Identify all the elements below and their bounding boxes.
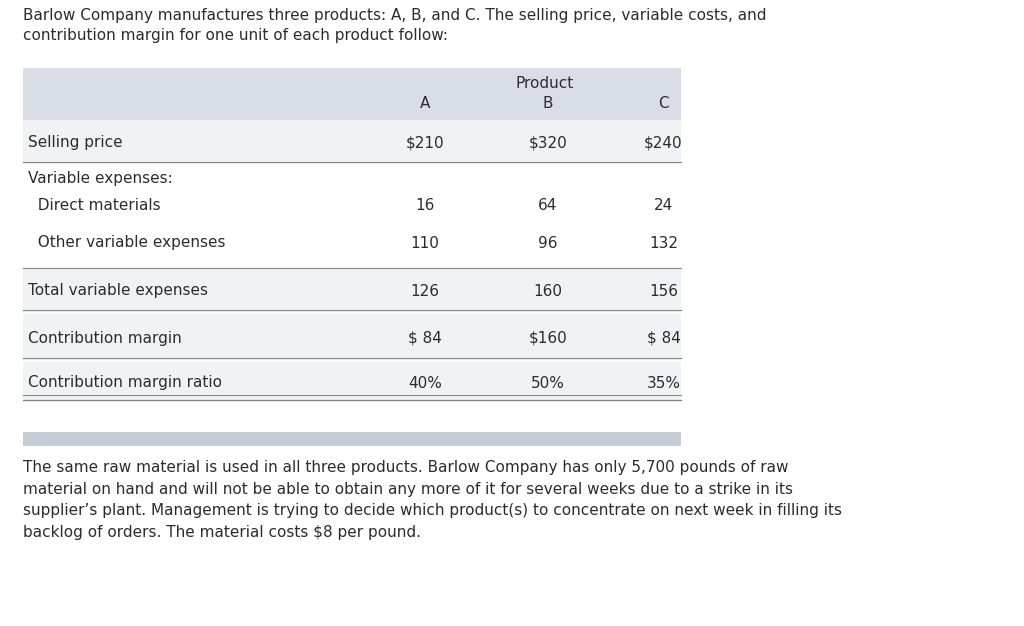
- Text: 126: 126: [411, 284, 439, 299]
- Text: 24: 24: [654, 197, 673, 212]
- Text: 16: 16: [416, 197, 434, 212]
- Text: $ 84: $ 84: [646, 331, 681, 346]
- Text: 160: 160: [534, 284, 562, 299]
- Text: $160: $160: [528, 331, 567, 346]
- Text: 156: 156: [649, 284, 678, 299]
- Text: Contribution margin: Contribution margin: [28, 331, 181, 346]
- Text: 35%: 35%: [646, 376, 681, 391]
- Text: $320: $320: [528, 135, 567, 150]
- Text: 50%: 50%: [530, 376, 565, 391]
- Text: C: C: [658, 96, 669, 111]
- Text: $ 84: $ 84: [408, 331, 442, 346]
- Text: 110: 110: [411, 235, 439, 250]
- Text: Barlow Company manufactures three products: A, B, and C. The selling price, vari: Barlow Company manufactures three produc…: [23, 8, 766, 43]
- Text: $210: $210: [406, 135, 444, 150]
- Text: 40%: 40%: [408, 376, 442, 391]
- Text: Selling price: Selling price: [28, 135, 122, 150]
- Text: $240: $240: [644, 135, 683, 150]
- Text: Contribution margin ratio: Contribution margin ratio: [28, 376, 221, 391]
- Text: Other variable expenses: Other variable expenses: [28, 235, 225, 250]
- Text: 64: 64: [539, 197, 557, 212]
- Text: 132: 132: [649, 235, 678, 250]
- Text: Product: Product: [515, 76, 573, 91]
- Text: Direct materials: Direct materials: [28, 197, 161, 212]
- Text: The same raw material is used in all three products. Barlow Company has only 5,7: The same raw material is used in all thr…: [23, 460, 842, 540]
- Text: B: B: [543, 96, 553, 111]
- Text: Variable expenses:: Variable expenses:: [28, 172, 172, 187]
- Text: A: A: [420, 96, 430, 111]
- Text: Total variable expenses: Total variable expenses: [28, 284, 208, 299]
- Text: 96: 96: [538, 235, 558, 250]
